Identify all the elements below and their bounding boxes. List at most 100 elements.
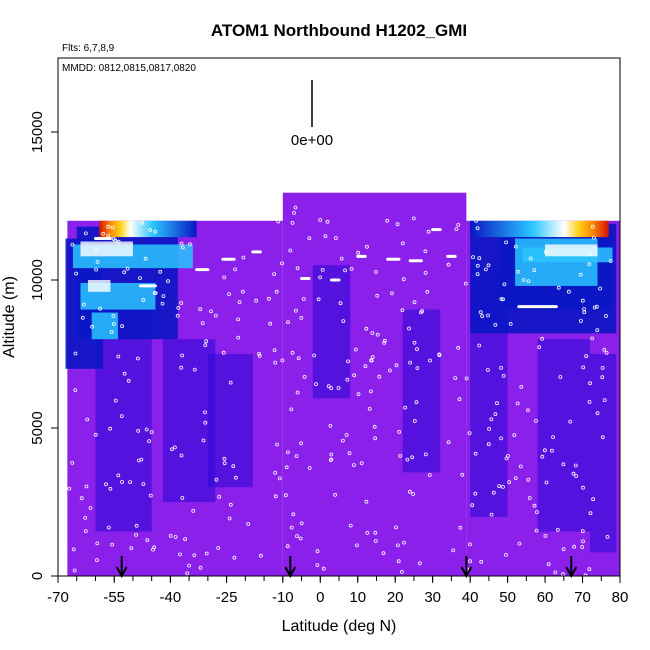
track-point (88, 506, 93, 510)
track-point (499, 365, 504, 370)
track-point (395, 222, 400, 227)
track-point (277, 476, 282, 481)
track-point (595, 411, 600, 416)
track-point (573, 463, 578, 468)
track-point (543, 448, 547, 453)
track-point (574, 474, 578, 479)
track-point (527, 496, 532, 500)
track-point (499, 297, 504, 301)
track-point (83, 516, 88, 520)
track-point (344, 433, 349, 437)
track-point (329, 457, 334, 462)
track-point (592, 235, 596, 240)
track-point (485, 368, 490, 372)
track-point (535, 510, 539, 514)
field-white-band (545, 244, 598, 257)
x-tick-label: 70 (574, 589, 591, 606)
track-point (399, 570, 404, 574)
track-point (477, 256, 482, 261)
track-point (370, 331, 375, 335)
field-white-band (80, 241, 133, 257)
track-point (478, 310, 483, 315)
track-point (587, 262, 592, 267)
track-point (507, 480, 512, 485)
track-point (153, 229, 158, 234)
track-point (307, 466, 312, 470)
track-point (583, 573, 588, 578)
track-point (299, 441, 304, 446)
track-point (293, 205, 298, 210)
track-point (283, 493, 288, 498)
track-point (475, 263, 480, 268)
track-point (83, 231, 88, 236)
track-point (600, 435, 605, 440)
track-point (288, 248, 293, 253)
track-point (501, 373, 506, 378)
track-point (149, 430, 154, 435)
track-point (504, 553, 508, 557)
track-point (501, 297, 505, 302)
track-point (519, 384, 524, 389)
track-point (381, 551, 386, 556)
track-point (359, 461, 364, 466)
track-point (70, 242, 75, 247)
track-point (517, 541, 522, 546)
track-point (456, 222, 461, 227)
flights-note: Flts: 6,7,8,9 (62, 43, 115, 54)
track-point (95, 558, 99, 562)
field-low-patch (402, 309, 441, 473)
track-point (145, 538, 150, 543)
track-point (222, 456, 227, 461)
track-point (104, 482, 108, 487)
track-point (600, 365, 605, 370)
track-point (135, 356, 140, 361)
track-point (316, 297, 321, 302)
track-point (608, 259, 613, 263)
track-point (120, 480, 124, 484)
track-point (581, 539, 585, 544)
track-point (153, 291, 158, 296)
track-point (333, 492, 338, 497)
x-tick-label: 10 (349, 589, 366, 606)
track-point (532, 268, 537, 273)
track-point (590, 336, 595, 341)
track-point (294, 454, 299, 459)
track-point (580, 545, 585, 549)
track-point (521, 278, 526, 282)
track-point (341, 319, 346, 324)
track-point (382, 338, 387, 343)
field-warm-band-south (99, 220, 197, 238)
track-point (410, 455, 415, 460)
track-point (595, 304, 599, 309)
track-point (289, 407, 294, 412)
track-point (405, 457, 410, 462)
track-point (113, 398, 118, 403)
track-point (315, 549, 320, 554)
track-point (369, 358, 374, 363)
track-point (394, 525, 398, 530)
x-tick-label: -25 (216, 589, 238, 606)
track-point (370, 355, 375, 360)
track-point (227, 292, 231, 297)
track-point (397, 429, 402, 434)
y-tick-label: 5000 (29, 411, 46, 444)
track-point (295, 390, 300, 395)
track-point (227, 516, 232, 521)
track-point (412, 300, 417, 305)
track-point (290, 220, 295, 225)
track-point (363, 364, 368, 369)
track-point (579, 319, 583, 323)
track-point (203, 343, 208, 348)
x-tick-label: 30 (424, 589, 441, 606)
track-point (175, 313, 180, 318)
track-point (479, 559, 484, 564)
track-point (473, 451, 478, 456)
track-point (411, 492, 416, 496)
track-point (458, 525, 463, 530)
track-point (233, 267, 238, 272)
track-point (345, 377, 350, 382)
track-point (106, 224, 111, 229)
track-point (333, 236, 338, 240)
track-point (237, 300, 242, 305)
